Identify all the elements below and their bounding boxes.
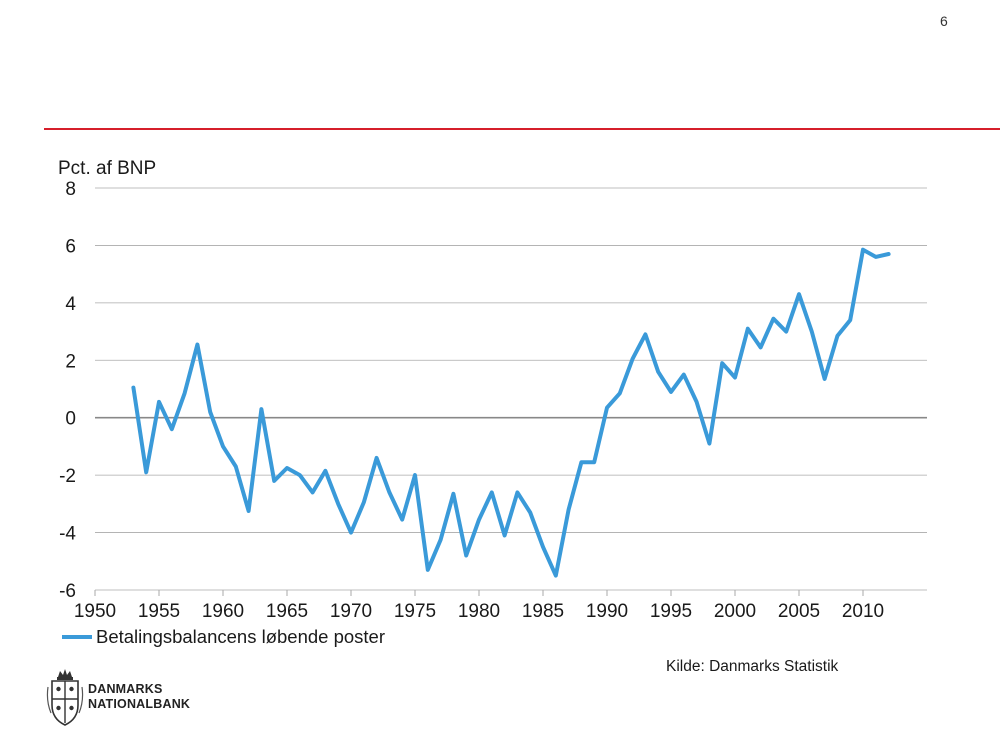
data-point-1973	[388, 491, 390, 493]
y-tick-label-4: 4	[65, 294, 76, 315]
data-point-1969	[337, 503, 339, 505]
x-tick-labels: 1950 1955 1960 1965 1970 1975 1980 1985 1990 1995…	[74, 601, 884, 622]
data-point-1976	[427, 569, 429, 571]
data-point-2003	[772, 318, 774, 320]
data-point-1977	[440, 539, 442, 541]
data-point-1988	[580, 461, 582, 463]
data-point-1963	[260, 408, 262, 410]
data-point-2012	[888, 253, 890, 255]
y-tick-label-2: 2	[65, 351, 76, 372]
data-point-1986	[555, 575, 557, 577]
data-point-1981	[491, 491, 493, 493]
x-tick-label-1965: 1965	[266, 601, 308, 622]
data-point-1972	[376, 457, 378, 459]
y-tick-label-6: 6	[65, 236, 76, 257]
x-tick-label-1975: 1975	[394, 601, 436, 622]
data-point-1957	[184, 392, 186, 394]
data-point-1953	[132, 387, 134, 389]
data-point-1978	[452, 493, 454, 495]
legend: Betalingsbalancens løbende poster	[62, 626, 385, 648]
data-point-1964	[273, 480, 275, 482]
crest-icon	[46, 669, 84, 726]
header-red-rule	[44, 128, 1000, 130]
data-point-1967	[312, 491, 314, 493]
data-point-2008	[836, 335, 838, 337]
data-point-1979	[465, 555, 467, 557]
line-chart: 8 6 4 2 0 -2 -4 -6 1950 1955 1960 1965 1970 1975 1980…	[59, 179, 927, 622]
source-note: Kilde: Danmarks Statistik	[666, 658, 839, 675]
data-point-1966	[299, 474, 301, 476]
data-point-2001	[747, 328, 749, 330]
data-point-1959	[209, 411, 211, 413]
x-tick-label-2010: 2010	[842, 601, 884, 622]
page-number: 6	[940, 13, 948, 29]
data-point-1960	[222, 445, 224, 447]
x-tick-label-2005: 2005	[778, 601, 820, 622]
y-tick-label--4: -4	[59, 524, 76, 545]
x-tick-label-1990: 1990	[586, 601, 628, 622]
data-point-1975	[414, 474, 416, 476]
data-point-1983	[516, 491, 518, 493]
data-point-2000	[734, 377, 736, 379]
data-point-1961	[235, 466, 237, 468]
x-tick-label-1950: 1950	[74, 601, 116, 622]
x-tick-label-1985: 1985	[522, 601, 564, 622]
data-point-1985	[542, 546, 544, 548]
y-tick-labels: 8 6 4 2 0 -2 -4 -6	[59, 179, 76, 602]
data-point-2004	[785, 331, 787, 333]
data-point-1958	[196, 343, 198, 345]
data-point-2005	[798, 293, 800, 295]
y-tick-label--2: -2	[59, 466, 76, 487]
data-point-1987	[568, 509, 570, 511]
series-line-0	[131, 247, 891, 578]
data-point-1968	[324, 470, 326, 472]
x-tick-label-1960: 1960	[202, 601, 244, 622]
data-point-1974	[401, 519, 403, 521]
x-tick-label-1970: 1970	[330, 601, 372, 622]
y-tick-label-8: 8	[65, 179, 76, 200]
data-point-2006	[811, 331, 813, 333]
data-point-1994	[657, 371, 659, 373]
data-point-1990	[606, 407, 608, 409]
x-tick-label-1955: 1955	[138, 601, 180, 622]
y-tick-label-0: 0	[65, 409, 76, 430]
legend-label: Betalingsbalancens løbende poster	[96, 626, 385, 647]
data-point-1971	[363, 501, 365, 503]
data-point-1980	[478, 519, 480, 521]
danmarks-nationalbank-logo: DANMARKS NATIONALBANK	[46, 667, 190, 727]
grid-lines	[94, 187, 927, 596]
data-point-1962	[248, 510, 250, 512]
data-point-2002	[760, 346, 762, 348]
logo-wordmark: DANMARKS NATIONALBANK	[88, 682, 190, 712]
data-point-1992	[632, 358, 634, 360]
data-point-1997	[696, 401, 698, 403]
data-point-1989	[593, 461, 595, 463]
series-layer	[131, 247, 891, 578]
logo-line-1: DANMARKS	[88, 682, 163, 696]
data-point-1999	[721, 362, 723, 364]
y-axis-unit-label: Pct. af BNP	[58, 158, 157, 179]
data-point-1982	[504, 534, 506, 536]
data-point-1970	[350, 532, 352, 534]
data-point-1956	[171, 428, 173, 430]
data-point-2010	[862, 249, 864, 251]
legend-swatch	[62, 635, 92, 639]
y-tick-label--6: -6	[59, 581, 76, 602]
data-point-2011	[875, 256, 877, 258]
data-point-1993	[644, 333, 646, 335]
x-tick-label-2000: 2000	[714, 601, 756, 622]
data-point-1965	[286, 467, 288, 469]
data-point-1998	[708, 443, 710, 445]
x-tick-label-1995: 1995	[650, 601, 692, 622]
data-point-1954	[145, 471, 147, 473]
data-point-1996	[683, 374, 685, 376]
data-point-1955	[158, 401, 160, 403]
logo-line-2: NATIONALBANK	[88, 697, 191, 711]
data-point-1995	[670, 391, 672, 393]
data-point-1984	[529, 511, 531, 513]
data-point-1991	[619, 392, 621, 394]
x-tick-label-1980: 1980	[458, 601, 500, 622]
data-point-2009	[849, 319, 851, 321]
data-point-2007	[824, 378, 826, 380]
